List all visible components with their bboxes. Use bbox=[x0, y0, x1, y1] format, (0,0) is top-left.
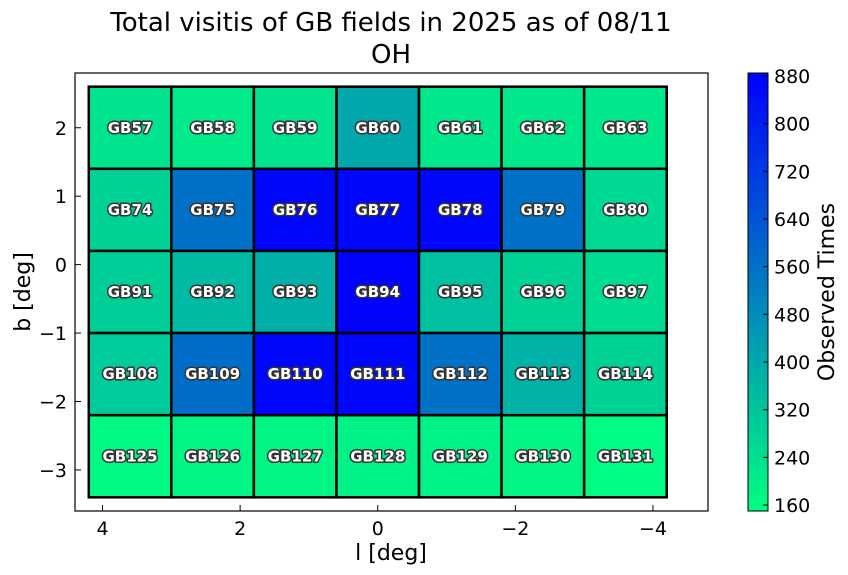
heatmap-cell bbox=[500, 167, 586, 253]
y-tick-label: −1 bbox=[39, 323, 67, 345]
heatmap-cell bbox=[170, 167, 256, 253]
colorbar-tick-label: 480 bbox=[774, 304, 810, 326]
x-tick-label: 4 bbox=[96, 518, 108, 540]
field-label: GB110 bbox=[268, 365, 323, 383]
field-label: GB77 bbox=[355, 201, 400, 219]
y-tick-label: 1 bbox=[55, 186, 67, 208]
field-label: GB130 bbox=[515, 447, 570, 465]
colorbar-tick-label: 640 bbox=[774, 209, 810, 231]
heatmap-cell bbox=[170, 249, 256, 335]
field-label: GB76 bbox=[273, 201, 318, 219]
colorbar-tick-label: 880 bbox=[774, 66, 810, 88]
field-label: GB60 bbox=[355, 119, 400, 137]
field-labels: GB57 GB58 GB59 GB60 GB61 GB62 GB63 GB74 GB75 GB76… bbox=[101, 117, 654, 467]
field-label: GB92 bbox=[190, 283, 235, 301]
heatmap-cell bbox=[335, 249, 421, 335]
y-tick-label: −2 bbox=[39, 392, 67, 414]
field-label: GB91 bbox=[108, 283, 153, 301]
chart-title: Total visitis of GB fields in 2025 as of… bbox=[109, 8, 671, 38]
field-label: GB114 bbox=[598, 365, 653, 383]
field-label: GB78 bbox=[438, 201, 483, 219]
field-label: GB112 bbox=[433, 365, 488, 383]
heatmap-cell bbox=[170, 413, 256, 499]
colorbar-tick-label: 720 bbox=[774, 161, 810, 183]
field-label: GB108 bbox=[103, 365, 158, 383]
field-label: GB127 bbox=[268, 447, 323, 465]
heatmap-cell bbox=[500, 249, 586, 335]
colorbar-tick-label: 320 bbox=[774, 400, 810, 422]
field-label: GB79 bbox=[521, 201, 566, 219]
x-tick-label: 0 bbox=[372, 518, 384, 540]
heatmap-cell bbox=[87, 85, 173, 171]
field-label: GB75 bbox=[190, 201, 235, 219]
field-label: GB125 bbox=[103, 447, 158, 465]
field-label: GB131 bbox=[598, 447, 653, 465]
y-tick-label: 0 bbox=[55, 255, 67, 277]
x-axis-ticks: 4 2 0 −2 −4 bbox=[96, 505, 667, 540]
heatmap-cell bbox=[500, 413, 586, 499]
field-label: GB93 bbox=[273, 283, 318, 301]
heatmap-cell bbox=[417, 85, 503, 171]
colorbar-tick-label: 560 bbox=[774, 257, 810, 279]
y-axis-label: b [deg] bbox=[11, 252, 36, 332]
heatmap-cell bbox=[335, 167, 421, 253]
y-tick-label: 2 bbox=[55, 118, 67, 140]
field-label: GB57 bbox=[108, 119, 153, 137]
chart-subtitle: OH bbox=[371, 40, 411, 70]
colorbar-tick-label: 800 bbox=[774, 114, 810, 136]
heatmap-cell bbox=[417, 249, 503, 335]
field-label: GB128 bbox=[350, 447, 405, 465]
heatmap-cell bbox=[417, 413, 503, 499]
heatmap-cell bbox=[582, 249, 668, 335]
field-label: GB59 bbox=[273, 119, 318, 137]
heatmap-cell bbox=[582, 413, 668, 499]
heatmap-cell bbox=[417, 331, 503, 417]
colorbar-tick-label: 240 bbox=[774, 447, 810, 469]
x-tick-label: −2 bbox=[501, 518, 529, 540]
field-label: GB80 bbox=[603, 201, 648, 219]
field-label: GB95 bbox=[438, 283, 483, 301]
field-label: GB61 bbox=[438, 119, 483, 137]
colorbar bbox=[747, 72, 769, 512]
field-label: GB113 bbox=[515, 365, 570, 383]
colorbar-ticks: 880 800 720 640 560 480 400 320 240 160 bbox=[763, 66, 810, 517]
heatmap-cells bbox=[87, 85, 668, 499]
heatmap-cell bbox=[87, 331, 173, 417]
field-label: GB62 bbox=[521, 119, 566, 137]
heatmap-cell bbox=[582, 331, 668, 417]
heatmap-cell bbox=[87, 249, 173, 335]
colorbar-label: Observed Times bbox=[815, 203, 840, 381]
field-label: GB96 bbox=[521, 283, 566, 301]
heatmap-cell bbox=[582, 85, 668, 171]
field-label: GB109 bbox=[185, 365, 240, 383]
colorbar-tick-label: 400 bbox=[774, 352, 810, 374]
y-axis-ticks: 2 1 0 −1 −2 −3 bbox=[39, 118, 81, 482]
field-label: GB97 bbox=[603, 283, 648, 301]
field-label: GB94 bbox=[355, 283, 400, 301]
field-label: GB58 bbox=[190, 119, 235, 137]
field-label: GB74 bbox=[108, 201, 153, 219]
x-tick-label: −4 bbox=[639, 518, 667, 540]
colorbar-tick-label: 160 bbox=[774, 495, 810, 517]
field-label: GB129 bbox=[433, 447, 488, 465]
y-tick-label: −3 bbox=[39, 460, 67, 482]
field-label: GB111 bbox=[350, 365, 405, 383]
field-label: GB126 bbox=[185, 447, 240, 465]
field-label: GB63 bbox=[603, 119, 648, 137]
x-tick-label: 2 bbox=[234, 518, 246, 540]
x-axis-label: l [deg] bbox=[355, 541, 427, 566]
